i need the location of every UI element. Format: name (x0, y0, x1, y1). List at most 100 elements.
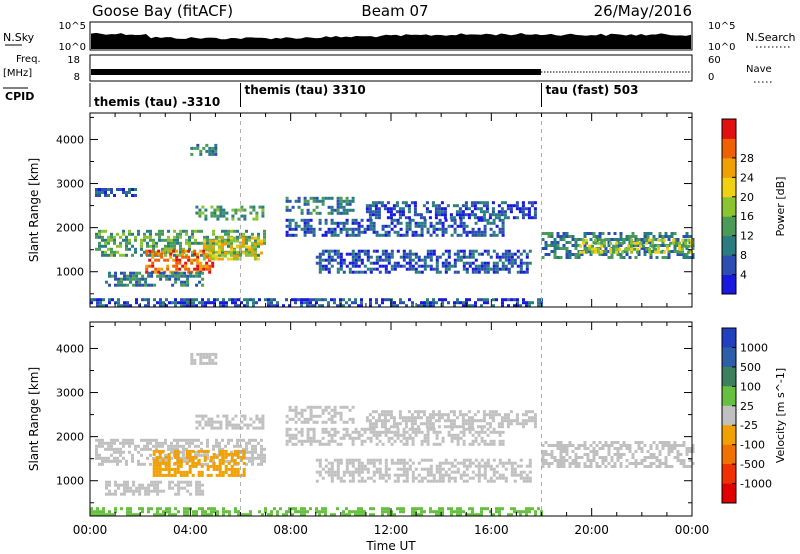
echo-cell (342, 304, 345, 308)
echo-cell (217, 257, 221, 261)
echo-cell (170, 473, 174, 477)
echo-cell (291, 417, 295, 421)
echo-cell (393, 301, 396, 305)
echo-cell (176, 241, 179, 245)
echo-cell (237, 304, 240, 308)
echo-cell (291, 408, 295, 412)
echo-cell (682, 462, 686, 465)
echo-cell (223, 251, 227, 255)
echo-cell (622, 453, 626, 456)
echo-cell (609, 241, 613, 245)
echo-cell (398, 416, 402, 420)
echo-cell (492, 233, 496, 237)
echo-cell (435, 301, 438, 305)
echo-cell (108, 480, 111, 484)
echo-cell (222, 214, 226, 218)
echo-cell (363, 510, 366, 514)
echo-cell (462, 510, 465, 514)
echo-cell (398, 413, 402, 417)
echo-cell (369, 430, 373, 434)
echo-cell (192, 513, 195, 517)
echo-cell (404, 216, 408, 220)
echo-cell (157, 270, 161, 274)
echo-cell (150, 274, 154, 278)
echo-cell (339, 479, 343, 483)
echo-cell (559, 444, 563, 447)
echo-cell (450, 476, 454, 480)
echo-cell (122, 441, 125, 445)
echo-cell (101, 238, 104, 242)
echo-cell (513, 298, 516, 302)
echo-cell (470, 422, 474, 426)
echo-cell (640, 462, 644, 465)
echo-cell (571, 450, 575, 453)
echo-cell (197, 449, 201, 453)
echo-cell (510, 513, 513, 517)
echo-cell (297, 439, 301, 443)
echo-cell (577, 447, 581, 450)
echo-cell (524, 419, 528, 423)
echo-cell (183, 271, 187, 275)
echo-cell (210, 205, 214, 209)
echo-cell (297, 510, 300, 514)
echo-cell (260, 462, 263, 466)
echo-cell (474, 258, 478, 262)
echo-cell (492, 218, 496, 222)
echo-cell (248, 250, 251, 254)
echo-cell (140, 241, 143, 245)
echo-cell (149, 244, 152, 248)
echo-cell (428, 416, 432, 420)
echo-cell (480, 304, 483, 308)
echo-cell (387, 233, 391, 237)
echo-cell (378, 467, 382, 471)
echo-cell (519, 510, 522, 514)
echo-cell (147, 274, 151, 278)
echo-cell (399, 510, 402, 514)
echo-cell (414, 261, 418, 265)
echo-cell (396, 458, 400, 462)
echo-cell (402, 510, 405, 514)
echo-cell (144, 298, 147, 302)
echo-cell (384, 461, 388, 465)
echo-cell (609, 247, 613, 251)
echo-cell (624, 247, 628, 251)
echo-cell (110, 438, 113, 442)
echo-cell (486, 442, 490, 446)
echo-cell (202, 252, 206, 256)
echo-cell (562, 462, 566, 465)
echo-cell (189, 480, 193, 484)
echo-cell (453, 464, 457, 468)
echo-cell (417, 224, 421, 228)
echo-cell (288, 433, 292, 437)
echo-cell (253, 254, 257, 258)
echo-cell (419, 410, 423, 414)
echo-cell (524, 207, 528, 211)
echo-cell (155, 250, 158, 254)
echo-cell (122, 450, 125, 454)
echo-cell (234, 510, 237, 514)
echo-cell (204, 304, 207, 308)
echo-cell (354, 436, 358, 440)
echo-cell (183, 480, 187, 484)
echo-cell (483, 230, 487, 234)
echo-cell (494, 216, 498, 220)
echo-cell (191, 438, 194, 442)
echo-cell (368, 419, 372, 423)
echo-cell (198, 423, 202, 427)
echo-cell (390, 458, 394, 462)
echo-cell (263, 453, 266, 457)
echo-cell (468, 230, 472, 234)
echo-cell (158, 464, 162, 468)
echo-cell (201, 483, 205, 487)
echo-cell (339, 458, 343, 462)
echo-cell (195, 211, 199, 215)
echo-cell (288, 233, 292, 237)
echo-cell (211, 261, 215, 265)
echo-cell (434, 213, 438, 217)
echo-cell (441, 436, 445, 440)
echo-cell (491, 201, 495, 205)
echo-cell (556, 459, 560, 462)
echo-cell (375, 436, 379, 440)
echo-cell (531, 507, 534, 511)
echo-cell (411, 510, 414, 514)
